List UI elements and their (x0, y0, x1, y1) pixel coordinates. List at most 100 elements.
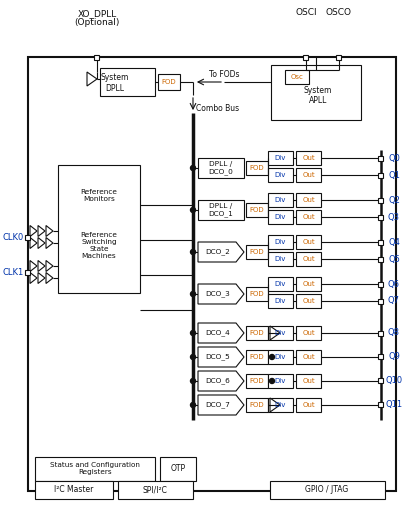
FancyBboxPatch shape (157, 74, 180, 90)
FancyBboxPatch shape (160, 457, 196, 481)
Polygon shape (30, 272, 37, 284)
Text: Out: Out (301, 155, 314, 161)
FancyBboxPatch shape (295, 210, 320, 224)
Text: Div: Div (274, 155, 285, 161)
Polygon shape (46, 272, 53, 284)
Text: FOD: FOD (249, 207, 264, 213)
FancyBboxPatch shape (295, 326, 320, 340)
Text: Div: Div (274, 281, 285, 287)
FancyBboxPatch shape (295, 235, 320, 249)
Polygon shape (38, 226, 45, 236)
Text: FOD: FOD (249, 291, 264, 297)
Text: Out: Out (301, 330, 314, 336)
FancyBboxPatch shape (94, 54, 99, 60)
FancyBboxPatch shape (198, 158, 243, 178)
Text: Q4: Q4 (387, 237, 399, 247)
Polygon shape (38, 272, 45, 284)
Text: I²C Master: I²C Master (54, 486, 94, 494)
Polygon shape (38, 237, 45, 248)
Text: FOD: FOD (249, 249, 264, 255)
FancyBboxPatch shape (295, 168, 320, 182)
Polygon shape (198, 284, 243, 304)
FancyBboxPatch shape (336, 54, 341, 60)
Text: Status and Configuration
Registers: Status and Configuration Registers (50, 463, 139, 475)
Circle shape (269, 378, 274, 383)
Circle shape (190, 291, 195, 297)
Polygon shape (198, 371, 243, 391)
FancyBboxPatch shape (378, 378, 382, 383)
Polygon shape (198, 347, 243, 367)
Text: DCO_5: DCO_5 (205, 354, 230, 360)
FancyBboxPatch shape (295, 294, 320, 308)
FancyBboxPatch shape (378, 173, 382, 177)
FancyBboxPatch shape (245, 203, 267, 217)
Text: Div: Div (274, 214, 285, 220)
Circle shape (190, 208, 195, 212)
FancyBboxPatch shape (267, 398, 292, 412)
Text: To FODs: To FODs (208, 69, 239, 79)
FancyBboxPatch shape (378, 299, 382, 303)
Circle shape (269, 355, 274, 359)
FancyBboxPatch shape (267, 210, 292, 224)
Text: FOD: FOD (249, 354, 264, 360)
Text: OTP: OTP (170, 465, 185, 473)
Text: Q11: Q11 (384, 400, 402, 410)
Polygon shape (198, 242, 243, 262)
Text: Div: Div (274, 378, 285, 384)
Text: Reference
Switching
State
Machines: Reference Switching State Machines (80, 231, 117, 259)
FancyBboxPatch shape (378, 331, 382, 336)
Text: Div: Div (274, 298, 285, 304)
Text: Q0: Q0 (387, 154, 399, 162)
FancyBboxPatch shape (267, 374, 292, 388)
Text: Q7: Q7 (387, 297, 399, 305)
Text: Out: Out (301, 378, 314, 384)
FancyBboxPatch shape (267, 350, 292, 364)
Text: Q2: Q2 (387, 195, 399, 205)
FancyBboxPatch shape (267, 294, 292, 308)
FancyBboxPatch shape (28, 57, 395, 491)
FancyBboxPatch shape (245, 287, 267, 301)
FancyBboxPatch shape (378, 355, 382, 359)
Text: Out: Out (301, 354, 314, 360)
Text: Reference
Monitors: Reference Monitors (80, 189, 117, 201)
Text: DCO_7: DCO_7 (205, 401, 230, 409)
Polygon shape (46, 226, 53, 236)
FancyBboxPatch shape (295, 151, 320, 165)
Text: Out: Out (301, 172, 314, 178)
FancyBboxPatch shape (58, 165, 139, 293)
FancyBboxPatch shape (245, 245, 267, 259)
Text: DPLL /
DCO_0: DPLL / DCO_0 (208, 161, 233, 175)
FancyBboxPatch shape (378, 282, 382, 286)
FancyBboxPatch shape (245, 350, 267, 364)
FancyBboxPatch shape (267, 193, 292, 207)
Text: Div: Div (274, 172, 285, 178)
FancyBboxPatch shape (100, 68, 155, 96)
Text: System: System (303, 85, 331, 95)
Text: Q5: Q5 (387, 254, 399, 264)
FancyBboxPatch shape (295, 252, 320, 266)
FancyBboxPatch shape (295, 398, 320, 412)
Polygon shape (30, 261, 37, 271)
Text: Out: Out (301, 298, 314, 304)
Text: FOD: FOD (249, 378, 264, 384)
FancyBboxPatch shape (267, 326, 292, 340)
Text: CLK0: CLK0 (3, 232, 24, 242)
Text: CLK1: CLK1 (3, 267, 24, 277)
Text: Out: Out (301, 197, 314, 203)
Text: Out: Out (301, 402, 314, 408)
Polygon shape (270, 398, 279, 412)
Text: Div: Div (274, 197, 285, 203)
FancyBboxPatch shape (267, 277, 292, 291)
Text: OSCO: OSCO (325, 8, 351, 16)
Polygon shape (38, 261, 45, 271)
Text: Div: Div (274, 330, 285, 336)
FancyBboxPatch shape (267, 151, 292, 165)
Text: System
DPLL: System DPLL (101, 74, 129, 93)
Circle shape (190, 402, 195, 408)
FancyBboxPatch shape (25, 269, 30, 274)
FancyBboxPatch shape (295, 350, 320, 364)
FancyBboxPatch shape (378, 156, 382, 160)
Text: Out: Out (301, 256, 314, 262)
FancyBboxPatch shape (25, 234, 30, 240)
Text: Out: Out (301, 281, 314, 287)
